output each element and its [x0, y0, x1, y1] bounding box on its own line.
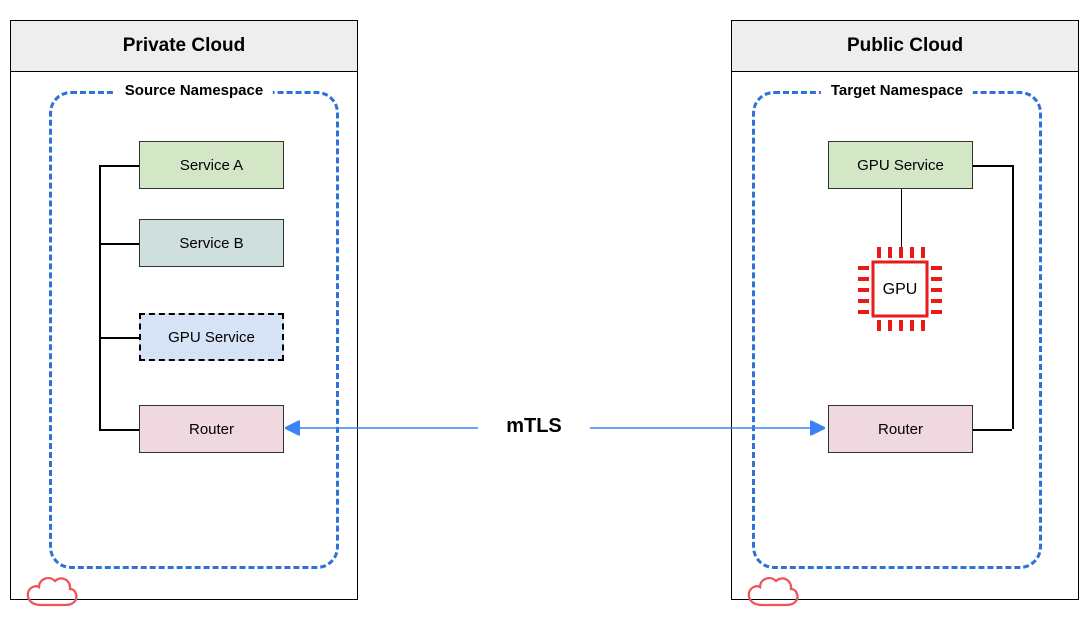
mtls-label: mTLS	[484, 415, 584, 438]
diagram-canvas: Private Cloud Source Namespace Service A…	[0, 0, 1089, 619]
mtls-connection-arrow	[0, 0, 1089, 619]
